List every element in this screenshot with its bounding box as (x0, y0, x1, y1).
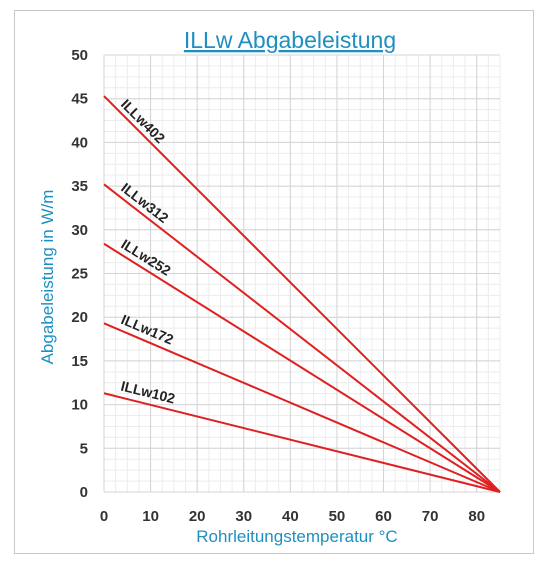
y-axis-title: Abgabeleistung in W/m (38, 190, 57, 365)
series-lines (103, 95, 501, 493)
y-tick-label: 20 (71, 309, 88, 326)
series-line-illw252 (103, 242, 501, 493)
y-tick-label: 25 (71, 266, 88, 283)
x-tick-label: 10 (142, 508, 159, 525)
x-tick-label: 70 (422, 508, 439, 525)
x-tick-label: 0 (100, 508, 108, 525)
y-tick-label: 0 (80, 484, 88, 501)
chart-title: ILLw Abgabeleistung (184, 27, 396, 53)
x-tick-label: 20 (189, 508, 206, 525)
series-line-illw402 (103, 95, 501, 493)
series-line-illw172 (103, 322, 501, 493)
x-tick-label: 80 (468, 508, 485, 525)
y-tick-label: 10 (71, 397, 88, 414)
x-tick-label: 30 (235, 508, 252, 525)
grid (103, 54, 501, 493)
y-tick-label: 5 (80, 440, 88, 457)
series-line-illw102 (103, 392, 501, 493)
x-tick-label: 60 (375, 508, 392, 525)
axes: 0 10 20 30 40 50 60 70 80 0 5 10 15 20 25 30 35 40 45 50 (71, 47, 485, 525)
series-line-illw312 (103, 183, 501, 493)
series-label-illw102: ILLw102 (119, 378, 177, 407)
y-tick-label: 50 (71, 47, 88, 64)
chart-frame (14, 10, 534, 554)
x-tick-label: 50 (329, 508, 346, 525)
series-label-illw402: ILLw402 (118, 96, 169, 147)
y-tick-label: 40 (71, 134, 88, 151)
y-tick-label: 45 (71, 91, 88, 108)
y-tick-label: 15 (71, 353, 88, 370)
x-axis-title: Rohrleitungstemperatur °C (196, 527, 397, 546)
y-tick-label: 30 (71, 222, 88, 239)
x-tick-label: 40 (282, 508, 299, 525)
y-tick-label: 35 (71, 178, 88, 195)
